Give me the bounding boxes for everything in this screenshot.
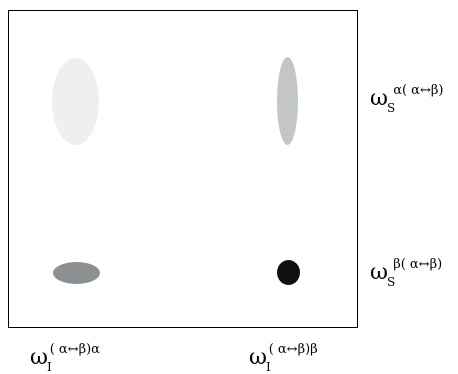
omega-i-alpha-label: ωI ( α↔β)α <box>30 343 103 373</box>
omega-superscript: α( α↔β) <box>393 83 444 98</box>
omega-superscript: ( α↔β)α <box>49 342 100 357</box>
omega-subscript: S <box>386 101 396 115</box>
peak-top-left <box>52 58 99 145</box>
peak-top-right <box>277 57 298 145</box>
peak-bottom-right <box>277 260 300 285</box>
omega-symbol: ω <box>30 345 48 370</box>
omega-superscript: ( α↔β)β <box>268 342 318 357</box>
omega-symbol: ω <box>370 86 388 111</box>
omega-subscript: I <box>265 360 271 374</box>
omega-i-beta-label: ωI ( α↔β)β <box>249 343 321 373</box>
omega-symbol: ω <box>370 260 388 285</box>
omega-subscript: I <box>46 360 52 374</box>
omega-symbol: ω <box>249 345 267 370</box>
omega-s-alpha-label: ωSα( α↔β) <box>370 84 446 114</box>
spectrum-frame <box>8 10 358 328</box>
omega-superscript: β( α↔β) <box>393 257 443 272</box>
peak-bottom-left <box>53 262 100 284</box>
omega-s-beta-label: ωSβ( α↔β) <box>370 258 445 288</box>
omega-subscript: S <box>386 275 396 289</box>
